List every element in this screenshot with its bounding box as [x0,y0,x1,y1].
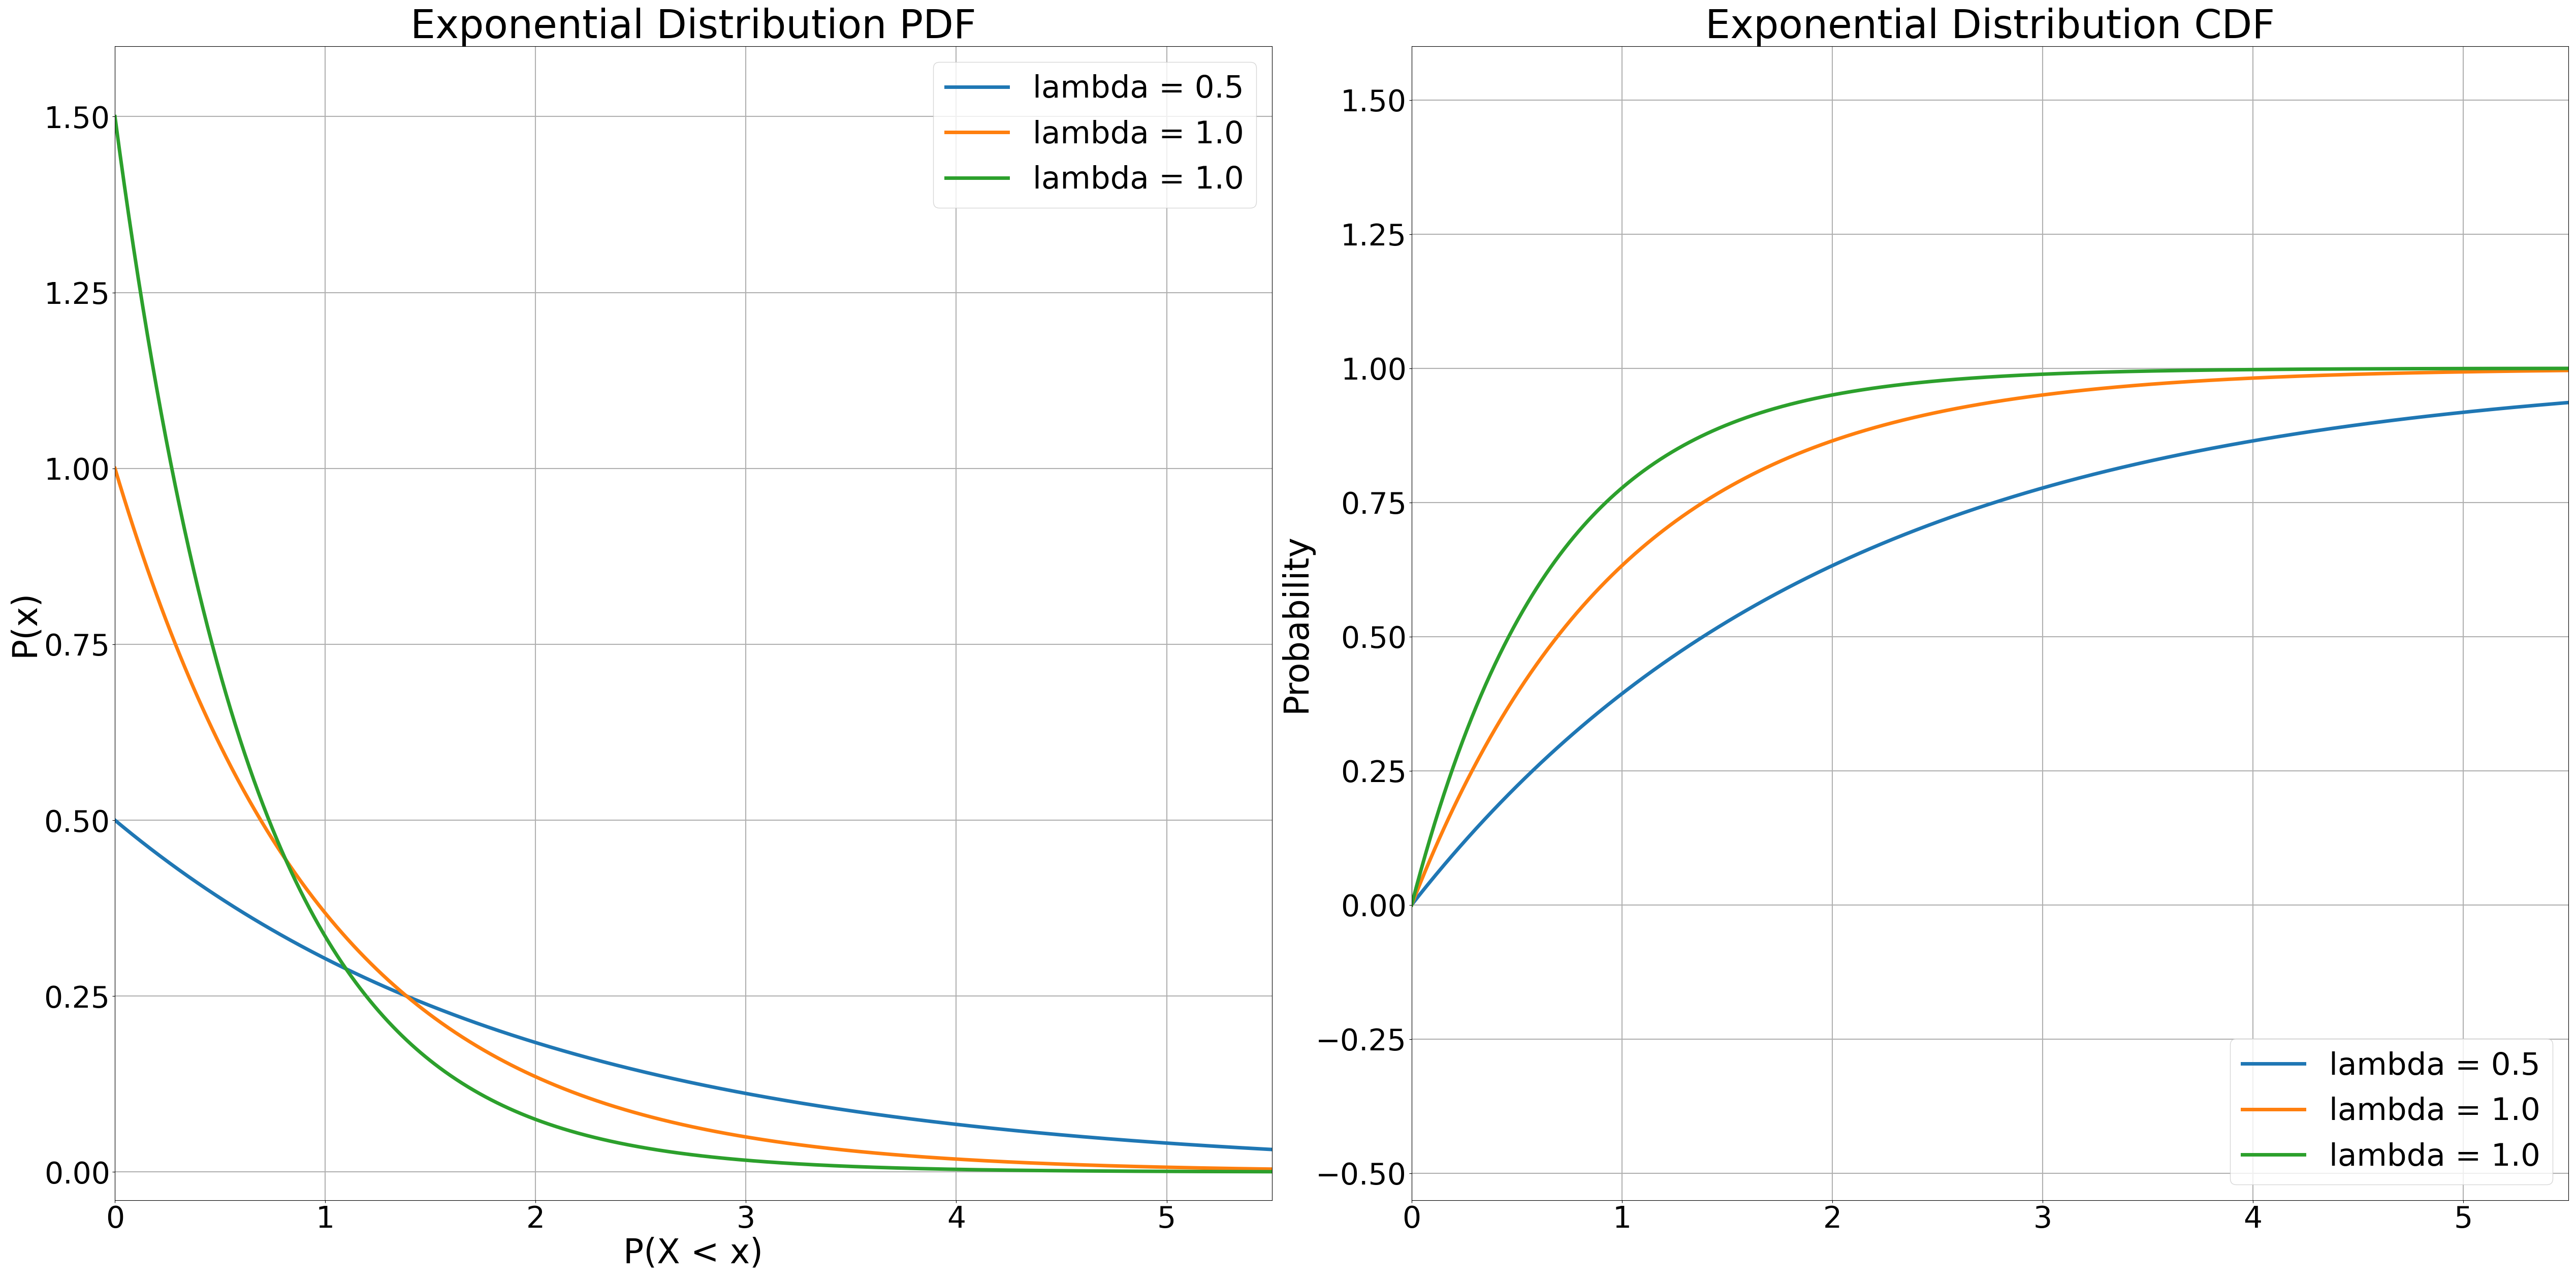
lambda = 1.0 [2190,363,2221,378]
lambda = 1.0 [894,1148,925,1163]
Title: Exponential Distribution CDF: Exponential Distribution CDF [1705,8,2275,46]
lambda = 1.0 [100,461,131,477]
lambda = 1.0 [1515,592,1546,607]
lambda = 1.0 [1515,667,1546,682]
lambda = 0.5 [1515,766,1546,781]
lambda = 1.0 [608,1102,639,1117]
lambda = 1.0 [2298,362,2329,377]
lambda = 0.5 [1396,897,1427,912]
lambda = 1.0 [2553,360,2576,376]
Line: lambda = 1.0: lambda = 1.0 [1412,368,2568,905]
lambda = 1.0 [2318,362,2349,377]
lambda = 1.0 [1257,1162,1288,1177]
lambda = 1.0 [1865,380,1896,395]
Legend: lambda = 0.5, lambda = 1.0, lambda = 1.0: lambda = 0.5, lambda = 1.0, lambda = 1.0 [2231,1039,2553,1185]
Line: lambda = 1.0: lambda = 1.0 [116,469,1273,1169]
lambda = 1.0 [1002,1163,1033,1178]
lambda = 0.5 [1865,537,1896,552]
lambda = 0.5 [1023,1125,1054,1140]
lambda = 1.0 [2298,368,2329,383]
Line: lambda = 1.0: lambda = 1.0 [1412,371,2568,905]
lambda = 1.0 [1906,408,1937,423]
lambda = 0.5 [1002,1123,1033,1139]
lambda = 0.5 [567,1049,598,1065]
lambda = 0.5 [894,1111,925,1126]
lambda = 1.0 [1396,897,1427,912]
lambda = 1.0 [608,1136,639,1151]
lambda = 0.5 [2318,420,2349,436]
lambda = 1.0 [216,709,247,725]
lambda = 1.0 [100,109,131,124]
lambda = 0.5 [608,1059,639,1075]
lambda = 0.5 [2298,423,2329,438]
lambda = 1.0 [1865,419,1896,435]
lambda = 1.0 [894,1160,925,1176]
X-axis label: P(X < x): P(X < x) [623,1237,762,1270]
lambda = 1.0 [567,1127,598,1143]
lambda = 1.0 [1023,1163,1054,1178]
Line: lambda = 0.5: lambda = 0.5 [1412,403,2568,905]
lambda = 1.0 [216,763,247,778]
Y-axis label: Probability: Probability [1280,534,1314,713]
lambda = 1.0 [2190,373,2221,389]
lambda = 1.0 [567,1088,598,1103]
lambda = 0.5 [1257,1141,1288,1157]
Y-axis label: P(x): P(x) [8,590,41,657]
Line: lambda = 1.0: lambda = 1.0 [116,116,1273,1172]
lambda = 1.0 [1396,897,1427,912]
lambda = 0.5 [1906,520,1937,535]
Legend: lambda = 0.5, lambda = 1.0, lambda = 1.0: lambda = 0.5, lambda = 1.0, lambda = 1.0 [933,61,1257,207]
lambda = 0.5 [2190,442,2221,458]
lambda = 1.0 [1257,1164,1288,1180]
lambda = 0.5 [216,898,247,914]
lambda = 1.0 [1002,1154,1033,1169]
lambda = 1.0 [2553,363,2576,378]
lambda = 1.0 [2318,367,2349,382]
lambda = 1.0 [1023,1155,1054,1171]
lambda = 0.5 [2553,395,2576,410]
lambda = 0.5 [100,813,131,828]
Title: Exponential Distribution PDF: Exponential Distribution PDF [410,8,976,46]
lambda = 1.0 [1906,374,1937,390]
Line: lambda = 0.5: lambda = 0.5 [116,820,1273,1149]
